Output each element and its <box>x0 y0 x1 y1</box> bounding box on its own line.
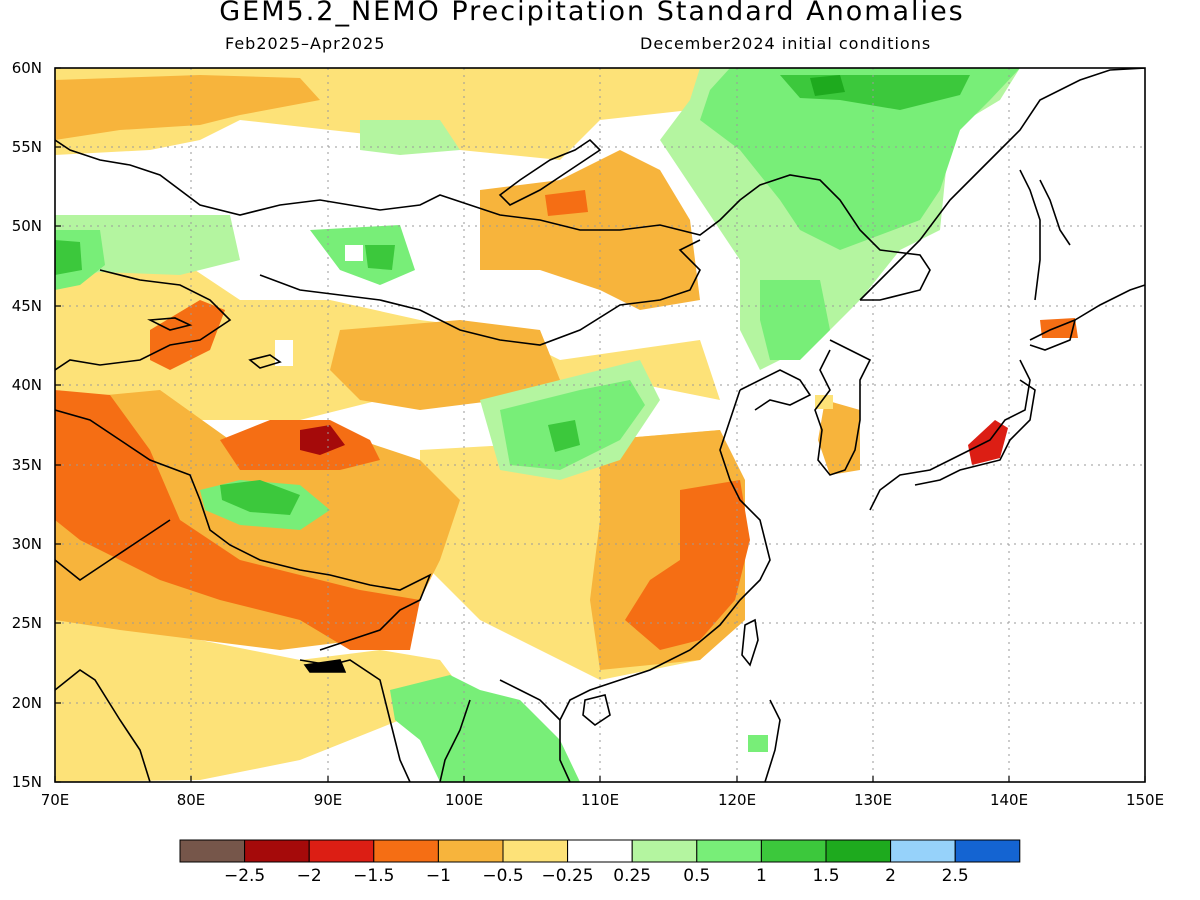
anomaly-region-ne-china-green <box>760 280 830 360</box>
anomaly-region-indochina-wet <box>390 675 580 782</box>
anomaly-region-sayan-lightgreen <box>360 120 460 155</box>
anomaly-region-manchuria-wet <box>700 68 1020 250</box>
lon-tick-label: 100E <box>445 791 483 809</box>
colorbar-swatch <box>696 839 762 863</box>
axis-ticks <box>54 67 1146 783</box>
anomaly-region-philippines-green <box>748 735 768 752</box>
colorbar-label: −2.5 <box>224 866 265 886</box>
colorbar-swatch <box>631 839 698 863</box>
anomaly-region-south-china-dry <box>625 480 750 650</box>
colorbar-swatch <box>890 839 956 863</box>
colorbar-swatch <box>437 839 504 863</box>
colorbar-swatch <box>179 839 246 863</box>
colorbar-label: −0.5 <box>482 866 523 886</box>
lat-tick-label: 15N <box>12 773 42 791</box>
colorbar-swatch <box>308 839 375 863</box>
lon-tick-label: 90E <box>314 791 343 809</box>
lon-tick-label: 120E <box>718 791 756 809</box>
colorbar-label: −1.5 <box>353 866 394 886</box>
lon-tick-label: 70E <box>41 791 70 809</box>
lat-tick-label: 20N <box>12 694 42 712</box>
colorbar-label: 2.5 <box>942 866 969 886</box>
lon-tick-label: 110E <box>581 791 619 809</box>
anomaly-patch-white <box>345 245 363 261</box>
anomaly-region-korea-orange <box>818 400 860 475</box>
gridlines <box>55 68 1145 782</box>
anomaly-region-tibet-max-dry <box>300 425 345 455</box>
colorbar-label: 0.5 <box>683 866 710 886</box>
colorbar-swatch <box>373 839 439 863</box>
colorbar-label: 1 <box>756 866 767 886</box>
lon-tick-label: 80E <box>177 791 206 809</box>
anomaly-patch-orange-korea <box>815 395 833 409</box>
colorbar-swatch <box>825 839 892 863</box>
lat-tick-label: 40N <box>12 376 42 394</box>
colorbar-label: −0.25 <box>542 866 594 886</box>
anomaly-region-tibet-wet <box>220 480 300 515</box>
anomaly-region-himalaya-dry <box>55 390 420 650</box>
anomaly-patch-white-2 <box>275 340 293 366</box>
anomaly-region-kazakh-core <box>55 240 82 275</box>
colorbar-label: 2 <box>885 866 896 886</box>
anomaly-region-japan-dry <box>968 420 1008 465</box>
colorbar-label: −2 <box>297 866 322 886</box>
map-title: GEM5.2_NEMO Precipitation Standard Anoma… <box>219 0 965 27</box>
lat-tick-label: 55N <box>12 138 42 156</box>
colorbar: −2.5 −2 −1.5 −1 −0.5 −0.25 0.25 0.5 1 1.5 2 2.5 <box>179 839 1021 886</box>
coastlines <box>55 68 1145 782</box>
colorbar-swatch <box>760 839 827 863</box>
lon-tick-label: 140E <box>990 791 1028 809</box>
colorbar-label: −1 <box>426 866 451 886</box>
lat-tick-label: 30N <box>12 535 42 553</box>
anomaly-region-south-yellow <box>55 600 470 782</box>
lon-tick-label: 130E <box>854 791 892 809</box>
anomaly-region-manchuria-deep <box>810 75 845 96</box>
initial-conditions: December2024 initial conditions <box>640 34 932 53</box>
anomaly-region-altai-core <box>365 245 395 270</box>
anomaly-region-hexi-orange <box>330 320 560 410</box>
anomaly-region-central-china-core <box>548 420 580 452</box>
lat-tick-label: 35N <box>12 456 42 474</box>
lat-tick-labels: 15N 20N 25N 30N 35N 40N 45N 50N 55N 60N <box>12 59 42 791</box>
anomaly-region-siberia-orange <box>545 190 588 216</box>
forecast-period: Feb2025–Apr2025 <box>225 34 386 53</box>
colorbar-swatch <box>954 839 1021 863</box>
lat-tick-label: 25N <box>12 614 42 632</box>
anomaly-region-nw-orange <box>55 75 320 140</box>
colorbar-label: 1.5 <box>812 866 839 886</box>
colorbar-swatch <box>567 839 633 863</box>
lat-tick-label: 45N <box>12 297 42 315</box>
lon-tick-labels: 70E 80E 90E 100E 110E 120E 130E 140E 150… <box>41 791 1164 809</box>
colorbar-swatch <box>244 839 310 863</box>
colorbar-label: 0.25 <box>613 866 651 886</box>
lon-tick-label: 150E <box>1126 791 1164 809</box>
lat-tick-label: 60N <box>12 59 42 77</box>
lat-tick-label: 50N <box>12 217 42 235</box>
anomaly-region-kazakh-orange <box>150 300 225 370</box>
colorbar-swatch <box>502 839 569 863</box>
